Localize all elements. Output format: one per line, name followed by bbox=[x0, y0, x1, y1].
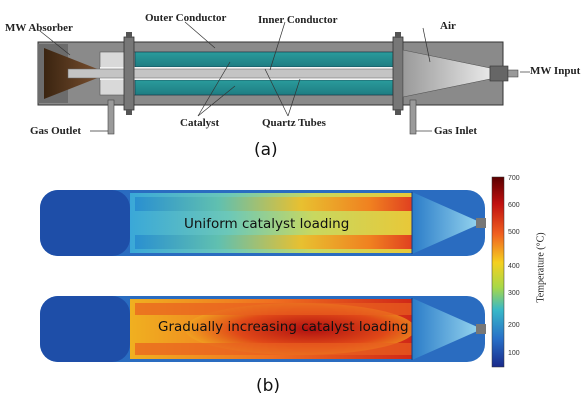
colorbar-tick: 100 bbox=[508, 350, 520, 357]
label-air: Air bbox=[440, 20, 456, 32]
label-mw-absorber: MW Absorber bbox=[5, 22, 73, 34]
caption-b: (b) bbox=[256, 376, 281, 396]
label-inner-conductor: Inner Conductor bbox=[258, 14, 338, 26]
sim-uniform bbox=[40, 190, 486, 256]
colorbar-tick: 200 bbox=[508, 322, 520, 329]
label-quartz-tubes: Quartz Tubes bbox=[262, 117, 326, 129]
label-gas-inlet: Gas Inlet bbox=[434, 125, 478, 137]
label-catalyst: Catalyst bbox=[180, 117, 220, 129]
colorbar-tick: 300 bbox=[508, 290, 520, 297]
colorbar-title: Temperature (°C) bbox=[535, 232, 547, 303]
label-gas-outlet: Gas Outlet bbox=[30, 125, 82, 137]
label-uniform-loading: Uniform catalyst loading bbox=[184, 216, 350, 232]
caption-a: (a) bbox=[254, 140, 278, 160]
colorbar-tick: 400 bbox=[508, 263, 520, 270]
gas-outlet-pipe bbox=[107, 99, 115, 135]
colorbar bbox=[491, 176, 505, 368]
colorbar-tick: 500 bbox=[508, 229, 520, 236]
label-gradual-loading: Gradually increasing catalyst loading bbox=[158, 319, 409, 335]
label-outer-conductor: Outer Conductor bbox=[145, 12, 227, 24]
gas-inlet-pipe bbox=[409, 99, 417, 135]
colorbar-tick: 700 bbox=[508, 175, 520, 182]
sim-gradual bbox=[40, 296, 486, 362]
label-mw-input: MW Input bbox=[530, 65, 581, 77]
colorbar-tick: 600 bbox=[508, 202, 520, 209]
